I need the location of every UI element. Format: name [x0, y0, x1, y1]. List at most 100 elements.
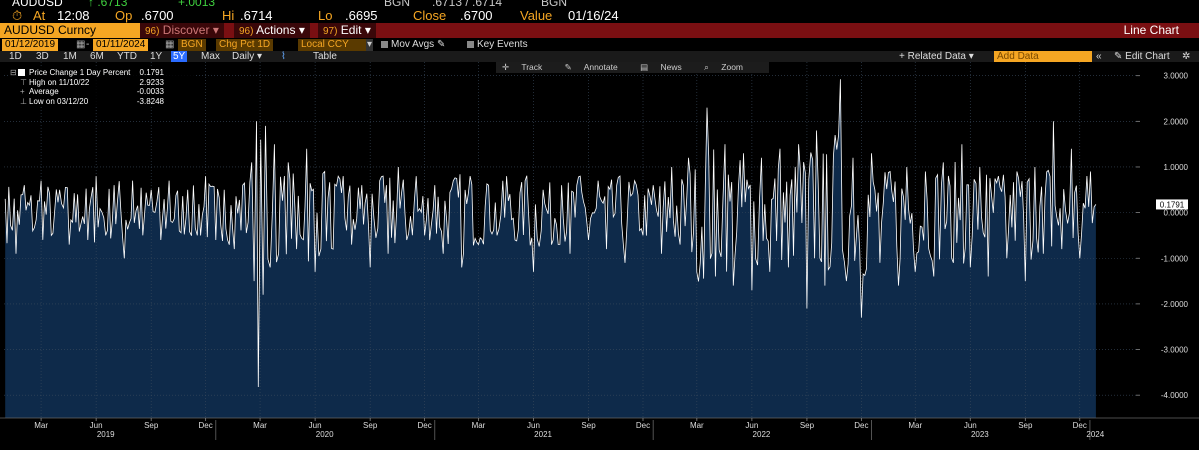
x-tick-label: Mar [908, 421, 922, 430]
pricing-source-field[interactable]: BGN [178, 39, 206, 51]
open-value: .6700 [141, 8, 174, 23]
x-tick-label: Sep [144, 421, 159, 430]
chevron-down-icon[interactable]: ▾ [366, 39, 374, 51]
start-date-field[interactable]: 01/12/2019 [2, 39, 59, 51]
chart-legend: ⊟ Price Change 1 Day Percent 0.1791 ⊤ Hi… [8, 68, 196, 106]
chevron-down-icon: ▾ [298, 23, 305, 37]
chart-toolbar: ✛ Track ✎ Annotate ▤ News ⌕ Zoom [496, 62, 770, 73]
security-field[interactable]: AUDUSD Curncy [0, 23, 140, 38]
annotate-button[interactable]: ✎ Annotate [565, 62, 628, 72]
key-events-label: Key Events [477, 39, 528, 50]
chart-type-title: Line Chart [1123, 23, 1179, 37]
range-ytd-button[interactable]: YTD [117, 51, 137, 62]
legend-series-name: Price Change 1 Day Percent [29, 68, 131, 77]
x-tick-label: Sep [1018, 421, 1033, 430]
calendar-icon[interactable]: ▦ [76, 39, 86, 50]
year-label: 2023 [971, 430, 989, 439]
x-tick-label: Dec [636, 421, 650, 430]
annotate-label: Annotate [583, 62, 618, 72]
line-chart[interactable]: 3.0000 2.0000 1.0000 0.0000 -1.0000 -2.0000 -3… [0, 62, 1199, 450]
range-max-button[interactable]: Max [201, 51, 220, 62]
average-marker-icon: + [20, 87, 25, 96]
y-tick-label: 2.0000 [1164, 117, 1189, 126]
news-icon: ▤ [640, 62, 649, 72]
range-6m-button[interactable]: 6M [90, 51, 104, 62]
range-3d-button[interactable]: 3D [36, 51, 49, 62]
pencil-icon: ✎ [436, 39, 446, 50]
y-tick-label: -3.0000 [1161, 346, 1189, 355]
low-marker-icon: ⊥ [20, 96, 27, 106]
related-data-dropdown[interactable]: + Related Data ▾ [899, 51, 974, 62]
legend-high-value: 2.9233 [139, 77, 164, 87]
frequency-dropdown[interactable]: Daily ▾ [232, 51, 262, 62]
magnifier-icon: ⌕ [704, 62, 709, 72]
collapse-icon[interactable]: ⊟ [10, 68, 17, 77]
checkbox-icon [381, 40, 388, 48]
news-button[interactable]: ▤ News [640, 62, 692, 72]
actions-menu[interactable]: 96) Actions ▾ [234, 23, 310, 38]
pencil-icon: ✎ [564, 62, 572, 72]
year-label: 2024 [1086, 430, 1104, 439]
year-label: 2022 [753, 430, 771, 439]
range-1m-button[interactable]: 1M [63, 51, 77, 62]
value-label: Value [520, 8, 553, 23]
chevron-down-icon: ▾ [968, 51, 974, 62]
legend-low-row: ⊥ Low on 03/12/20 -3.8248 [8, 97, 196, 107]
discover-menu[interactable]: 96) Discover ▾ [140, 23, 224, 38]
end-date-field[interactable]: 01/11/2024 [93, 39, 149, 51]
collapse-icon[interactable]: « [1096, 51, 1102, 62]
crosshair-icon: ✛ [502, 62, 510, 72]
table-button[interactable]: Table [313, 51, 337, 62]
calendar-icon[interactable]: ▦ [165, 39, 175, 50]
range-1d-button[interactable]: 1D [9, 51, 22, 62]
x-tick-label: Jun [964, 421, 977, 430]
gear-icon[interactable]: ✲ [1182, 51, 1191, 62]
x-tick-label: Sep [581, 421, 596, 430]
open-label: Op [115, 8, 133, 23]
legend-average-label: Average [29, 87, 59, 96]
range-1y-button[interactable]: 1Y [150, 51, 163, 62]
actions-label: Actions [256, 23, 296, 37]
x-tick-label: Jun [527, 421, 540, 430]
currency-field[interactable]: Local CCY [298, 39, 370, 51]
high-marker-icon: ⊤ [20, 77, 27, 87]
edit-menu[interactable]: 97) Edit ▾ [318, 23, 376, 38]
mov-avgs-toggle[interactable]: Mov Avgs ✎ [381, 39, 445, 51]
x-tick-label: Dec [417, 421, 431, 430]
legend-average-row: + Average -0.0033 [8, 87, 196, 97]
edit-chart-button[interactable]: ✎ Edit Chart [1114, 51, 1170, 62]
actions-number: 96) [239, 26, 254, 37]
ticker-symbol: AUDUSD [12, 0, 63, 9]
y-tick-label: -1.0000 [1161, 254, 1189, 263]
range-5y-button[interactable]: 5Y [171, 51, 188, 62]
source-label-2: BGN [541, 0, 568, 9]
legend-series-row: ⊟ Price Change 1 Day Percent 0.1791 [8, 68, 196, 78]
key-events-toggle[interactable]: Key Events [467, 39, 528, 51]
track-label: Track [521, 62, 543, 72]
parameter-bar: 01/12/2019 ▦ - 01/11/2024 ▦ BGN Chg Pct … [0, 39, 1199, 51]
value-date: 01/16/24 [568, 8, 619, 23]
zoom-button[interactable]: ⌕ Zoom [704, 62, 753, 72]
add-data-input[interactable]: Add Data [994, 51, 1092, 62]
y-tick-label: 0.0000 [1164, 209, 1189, 218]
legend-high-row: ⊤ High on 11/10/22 2.9233 [8, 78, 196, 88]
x-tick-label: Mar [690, 421, 704, 430]
track-button[interactable]: ✛ Track [502, 62, 552, 72]
year-label: 2020 [316, 430, 334, 439]
source-label: BGN [384, 0, 411, 9]
last-value-label: 0.1791 [1160, 200, 1185, 209]
legend-low-label: Low on 03/12/20 [29, 96, 89, 106]
date-separator: - [86, 39, 90, 50]
data-field-selector[interactable]: Chg Pct 1D [216, 39, 274, 51]
x-tick-label: Jun [745, 421, 758, 430]
line-chart-icon[interactable]: ⌇ [281, 51, 286, 62]
x-tick-label: Dec [1073, 421, 1087, 430]
chevron-down-icon: ▾ [212, 23, 219, 37]
year-label: 2019 [97, 430, 115, 439]
quote-line: ⏱ At 12:08 Op .6700 Hi .6714 Lo .6695 Cl… [0, 8, 1199, 23]
chevron-down-icon: ▾ [257, 51, 263, 62]
last-value-badge [1156, 199, 1188, 210]
legend-average-value: -0.0033 [136, 87, 164, 96]
at-label: At [33, 8, 46, 23]
last-price: ↑ .6713 [88, 0, 128, 9]
